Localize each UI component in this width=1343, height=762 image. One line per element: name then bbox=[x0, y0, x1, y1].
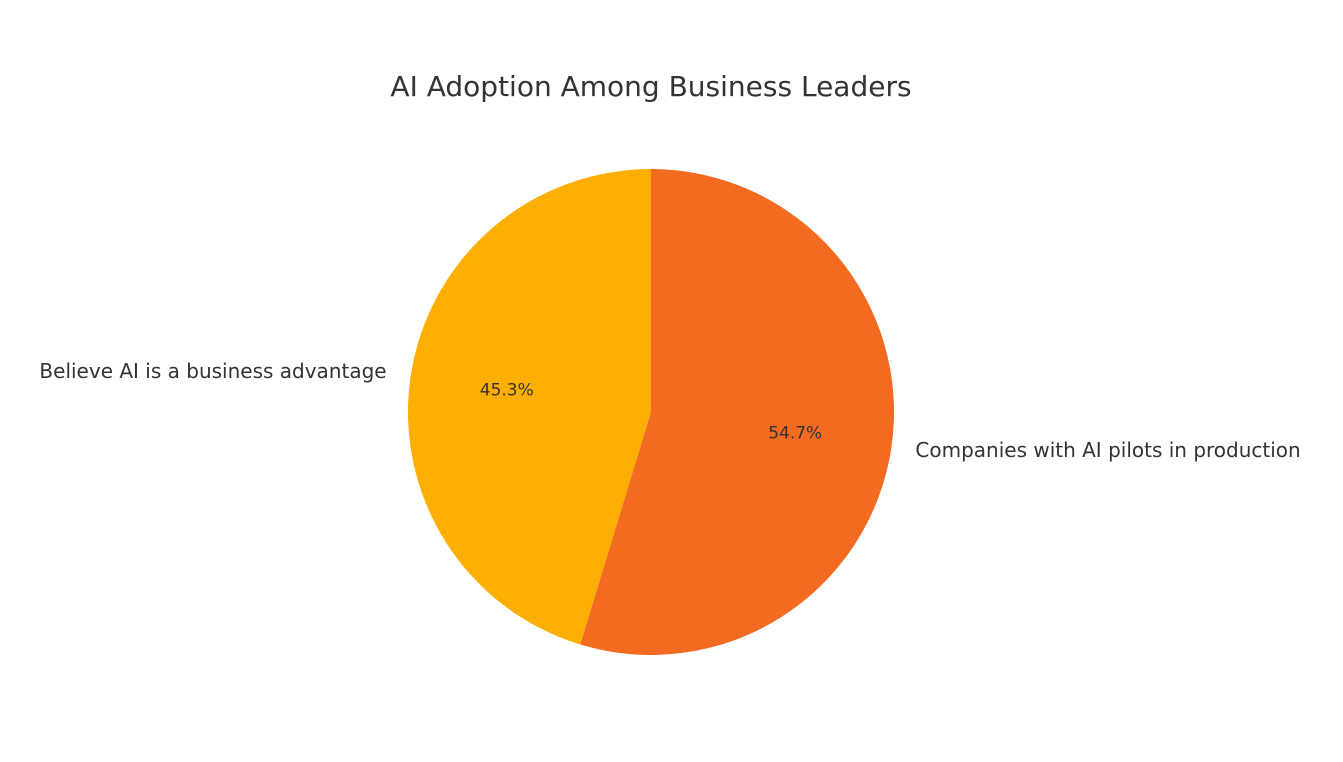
slice-label: Companies with AI pilots in production bbox=[915, 438, 1300, 462]
chart-title: AI Adoption Among Business Leaders bbox=[390, 70, 911, 103]
pie-slice bbox=[408, 169, 651, 645]
pie-slice bbox=[580, 169, 895, 655]
value-label: 45.3% bbox=[480, 381, 534, 401]
value-label: 54.7% bbox=[768, 423, 822, 443]
slice-label: Believe AI is a business advantage bbox=[39, 359, 386, 383]
